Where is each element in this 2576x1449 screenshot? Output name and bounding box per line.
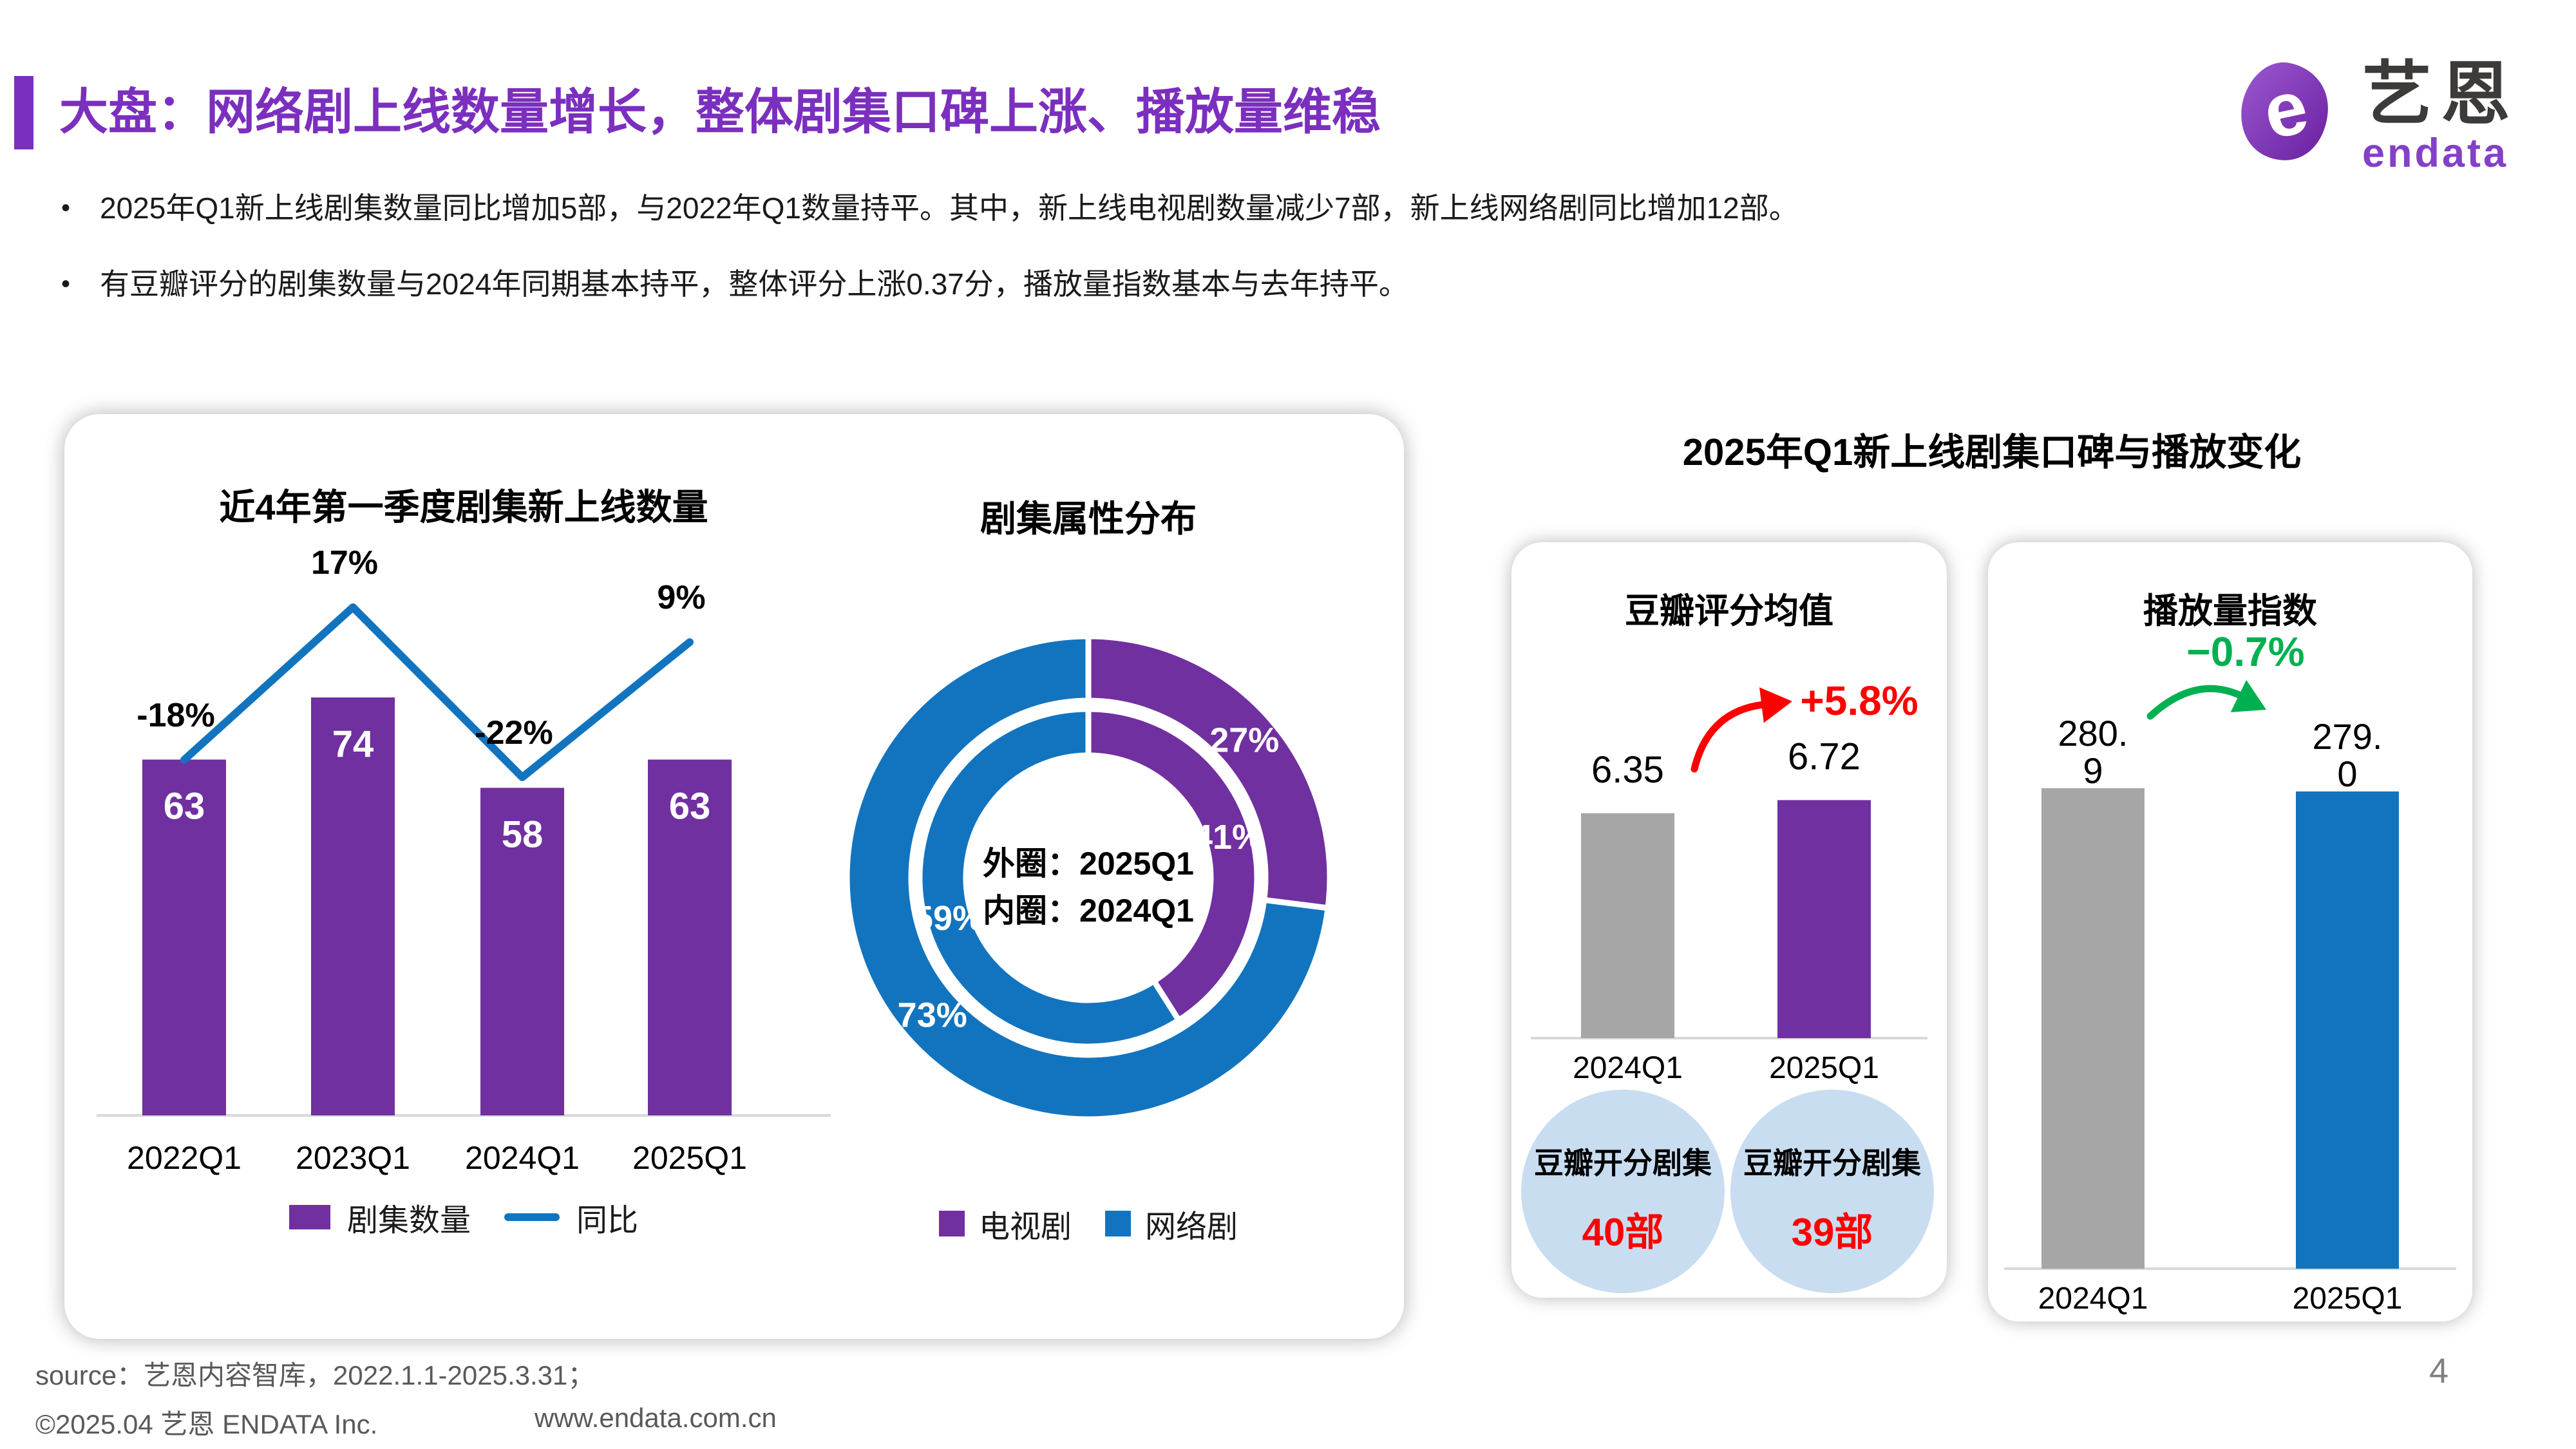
page-title: 大盘：网络剧上线数量增长，整体剧集口碑上涨、播放量维稳	[59, 85, 1381, 140]
playback-index-chart: 280.9 2024Q1 279.0 2025Q1 −0.7%	[2004, 629, 2456, 1316]
right-section-title: 2025年Q1新上线剧集口碑与播放变化	[1682, 431, 2302, 473]
logo-text: 艺恩 endata	[2362, 59, 2519, 176]
legend-tv-swatch	[938, 1211, 965, 1236]
page-number: 4	[2429, 1352, 2449, 1390]
bar-value-label: 6.35	[1591, 749, 1664, 791]
x-tick-label: 2025Q1	[1769, 1051, 1879, 1085]
bullet-2: • 有豆瓣评分的剧集数量与2024年同期基本持平，整体评分上涨0.37分，播放量指…	[61, 269, 1799, 299]
bullet-dot: •	[61, 194, 71, 222]
yoy-line	[180, 603, 694, 781]
bar-value-label: 63	[164, 785, 205, 827]
bar-2023Q1	[311, 697, 395, 1115]
footer-copyright: ©2025.04 艺恩 ENDATA Inc.	[35, 1409, 378, 1439]
combo-legend: 剧集数量 同比	[90, 1195, 837, 1240]
x-tick-label: 2025Q1	[2293, 1282, 2403, 1316]
badge-label: 豆瓣开分剧集	[1534, 1146, 1712, 1180]
douban-score-chart: 6.35 2024Q1 6.72 2025Q1 +5.8% 豆瓣开分剧集 40部 豆瓣开分剧集…	[1521, 677, 1934, 1293]
bullet-dot: •	[61, 270, 71, 298]
bullet-2-text: 有豆瓣评分的剧集数量与2024年同期基本持平，整体评分上涨0.37分，播放量指数…	[100, 267, 1408, 301]
bar-value-label: 74	[332, 723, 374, 765]
x-tick-label: 2022Q1	[127, 1140, 242, 1176]
bullet-1: • 2025年Q1新上线剧集数量同比增加5部，与2022年Q1数量持平。其中，新上…	[61, 193, 1799, 223]
x-tick-label: 2024Q1	[465, 1140, 580, 1176]
badge-value: 40部	[1582, 1211, 1664, 1254]
bar-2025Q1	[1777, 800, 1871, 1038]
donut-legend: 电视剧 网络剧	[831, 1201, 1346, 1246]
line-pct-label: 17%	[311, 544, 378, 582]
change-label: −0.7%	[2186, 629, 2304, 675]
combo-chart-title: 近4年第一季度剧集新上线数量	[219, 487, 708, 527]
change-arrow	[2146, 685, 2244, 720]
title-accent-bar	[14, 76, 33, 149]
donut-pct-label: 27%	[1209, 721, 1279, 759]
legend-line-label: 同比	[576, 1204, 639, 1238]
change-label: +5.8%	[1800, 677, 1918, 724]
donut-chart-title: 剧集属性分布	[980, 498, 1197, 539]
bar-value-label: 63	[669, 785, 711, 827]
left-panel-card: 近4年第一季度剧集新上线数量 剧集属性分布 63 2022Q1 74 2023Q1 58…	[64, 414, 1404, 1339]
double-donut-chart: 27% 73% 41% 59%外圈：2025Q1 内圈：2024Q1	[844, 633, 1333, 1122]
bullet-1-text: 2025年Q1新上线剧集数量同比增加5部，与2022年Q1数量持平。其中，新上线…	[100, 191, 1799, 225]
legend-bar-swatch	[289, 1205, 330, 1229]
donut-slice-2025Q1-电视剧	[1085, 633, 1333, 912]
line-pct-label: 9%	[657, 579, 705, 616]
footer-source: source：艺恩内容智库，2022.1.1-2025.3.31；	[35, 1360, 595, 1390]
bar-value-label: 6.72	[1788, 735, 1861, 777]
badge-circle	[1730, 1090, 1934, 1293]
donut-pct-label: 73%	[898, 996, 967, 1035]
badge-circle	[1521, 1090, 1725, 1293]
bar-2025Q1	[2296, 791, 2399, 1269]
bar-2024Q1	[1581, 813, 1674, 1038]
bar-value-label-2: 9	[2083, 750, 2103, 791]
badge-value: 39部	[1792, 1211, 1873, 1254]
legend-web-swatch	[1105, 1211, 1131, 1236]
summary-bullets: • 2025年Q1新上线剧集数量同比增加5部，与2022年Q1数量持平。其中，新上…	[61, 193, 1799, 345]
x-tick-label: 2023Q1	[296, 1140, 410, 1176]
change-arrow	[1690, 701, 1768, 773]
legend-line-swatch	[504, 1213, 560, 1221]
bar-value-label-1: 279.	[2313, 716, 2383, 757]
change-arrowhead	[2230, 679, 2266, 712]
bar-2022Q1	[142, 759, 226, 1115]
logo-mark-icon: e	[2241, 62, 2328, 160]
douban-score-card: 6.35 2024Q1 6.72 2025Q1 +5.8% 豆瓣开分剧集 40部 豆瓣开分剧集…	[1511, 542, 1947, 1298]
logo-triangle	[2241, 62, 2328, 160]
legend-web-label: 网络剧	[1145, 1210, 1238, 1244]
legend-bar-label: 剧集数量	[346, 1204, 471, 1238]
badge-label: 豆瓣开分剧集	[1743, 1146, 1921, 1180]
legend-tv-label: 电视剧	[978, 1210, 1072, 1244]
logo: e 艺恩 endata	[2233, 59, 2519, 176]
x-tick-label: 2025Q1	[632, 1140, 747, 1176]
bar-value-label: 58	[502, 813, 544, 855]
change-arrowhead	[1759, 687, 1792, 723]
douban-card-title: 豆瓣评分均值	[1625, 592, 1833, 630]
bar-value-label-2: 0	[2337, 753, 2357, 794]
line-pct-label: -18%	[137, 697, 214, 734]
bar-2025Q1	[648, 759, 732, 1115]
bar-value-label-1: 280.	[2058, 713, 2128, 753]
logo-en: endata	[2362, 131, 2509, 176]
x-tick-label: 2024Q1	[1573, 1051, 1683, 1085]
donut-pct-label: 59%	[914, 899, 983, 938]
playback-card-title: 播放量指数	[2143, 592, 2317, 630]
bar-2024Q1	[2041, 788, 2145, 1269]
donut-center-line-1: 外圈：2025Q1	[983, 846, 1194, 882]
playback-index-card: 280. 9 2024Q1 279. 0 2025Q1 −0.7% 播放量指数	[1988, 542, 2472, 1321]
donut-center-line-2: 内圈：2024Q1	[983, 893, 1194, 929]
bar-2024Q1	[480, 788, 564, 1115]
donut-slice-2024Q1-网络剧	[916, 706, 1183, 1050]
footer-website: www.endata.com.cn	[535, 1403, 777, 1433]
logo-zh: 艺恩	[2362, 55, 2520, 133]
line-pct-label: -22%	[475, 714, 553, 752]
x-tick-label: 2024Q1	[2038, 1282, 2148, 1316]
donut-slice-2024Q1-电视剧	[1085, 706, 1260, 1025]
combo-bar-line-chart: 63 2022Q1 74 2023Q1 58 2024Q1 63 2025Q1 -18% 17% -…	[97, 544, 831, 1176]
donut-slice-2025Q1-网络剧	[844, 633, 1332, 1122]
donut-pct-label: 41%	[1193, 818, 1263, 857]
